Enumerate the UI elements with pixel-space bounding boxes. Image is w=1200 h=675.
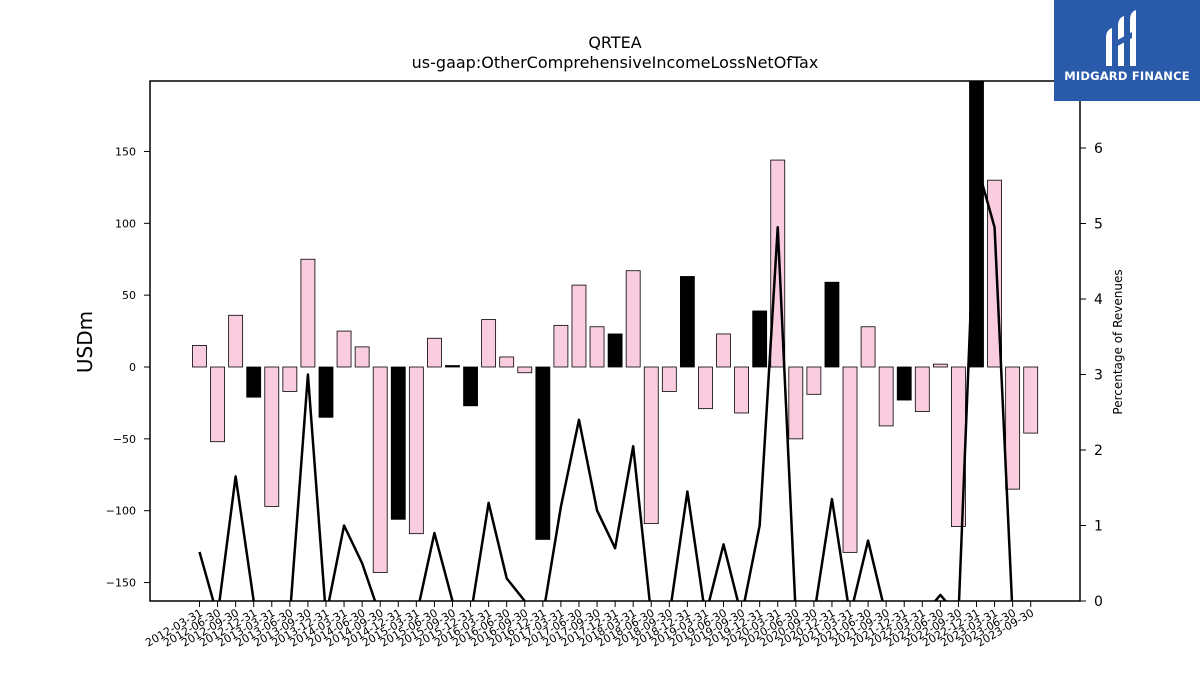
y2-tick-label: 1 bbox=[1094, 519, 1103, 535]
bar-2016-06-30 bbox=[499, 356, 515, 368]
bar-2017-06-30 bbox=[571, 284, 587, 368]
brand-logo: MIDGARD FINANCE bbox=[1054, 0, 1200, 101]
bar-2015-09-30 bbox=[445, 365, 460, 368]
bar-2013-12-31 bbox=[318, 366, 334, 418]
bar-2013-03-31 bbox=[264, 366, 280, 507]
bar-2020-06-30 bbox=[788, 366, 804, 440]
bar-2015-06-30 bbox=[427, 337, 442, 368]
bar-2017-03-31 bbox=[553, 324, 569, 368]
bar-2019-06-30 bbox=[716, 333, 731, 368]
bar-2021-09-30 bbox=[878, 366, 894, 427]
logo-text: MIDGARD FINANCE bbox=[1064, 69, 1190, 83]
bar-2014-03-31 bbox=[336, 330, 352, 368]
y2-tick-label: 4 bbox=[1094, 292, 1103, 308]
bar-2012-06-30 bbox=[210, 366, 225, 443]
bar-2022-06-30 bbox=[932, 363, 948, 368]
y-tick-label: −100 bbox=[106, 505, 136, 518]
bar-2021-03-31 bbox=[842, 366, 858, 553]
bar-2021-12-31 bbox=[896, 366, 912, 401]
bar-2022-03-31 bbox=[914, 366, 930, 412]
bar-2012-09-30 bbox=[228, 314, 244, 368]
y-tick-label: −50 bbox=[113, 433, 136, 446]
y-axis-label: USDm bbox=[73, 311, 97, 373]
x-axis-ticks: 2012-03-312012-06-302012-09-302012-12-31… bbox=[143, 601, 1036, 650]
bar-2018-03-31 bbox=[625, 270, 641, 368]
bar-2020-12-31 bbox=[824, 281, 840, 368]
bar-2012-12-31 bbox=[246, 366, 262, 398]
y2-axis-label: Percentage of Revenues bbox=[1111, 269, 1125, 414]
bar-2017-09-30 bbox=[589, 326, 605, 368]
bar-2016-09-30 bbox=[517, 366, 533, 374]
y2-tick-label: 6 bbox=[1094, 141, 1103, 157]
chart-subtitle: us-gaap:OtherComprehensiveIncomeLossNetO… bbox=[412, 53, 819, 72]
percentage-line bbox=[198, 161, 1014, 601]
bar-2017-12-31 bbox=[607, 333, 623, 368]
y-tick-label: 0 bbox=[129, 361, 136, 374]
bar-2019-03-31 bbox=[698, 366, 713, 410]
bar-2014-12-31 bbox=[390, 366, 406, 520]
y-tick-label: 150 bbox=[115, 145, 136, 158]
bar-2015-12-31 bbox=[463, 366, 478, 407]
bar-2019-09-30 bbox=[734, 366, 749, 414]
y2-tick-label: 5 bbox=[1094, 217, 1103, 233]
bar-2016-12-31 bbox=[535, 366, 551, 540]
bar-2013-06-30 bbox=[282, 366, 298, 392]
bar-2019-12-31 bbox=[752, 310, 768, 368]
bar-2020-09-30 bbox=[806, 366, 822, 395]
bar-2012-03-31 bbox=[192, 345, 207, 368]
bar-2023-06-30 bbox=[1005, 366, 1021, 490]
y-tick-label: −150 bbox=[106, 577, 136, 590]
bar-2018-09-30 bbox=[661, 366, 677, 392]
y-axis-ticks: 150 100 50 0 −50 −100 −150 bbox=[106, 145, 150, 590]
bar-2015-03-31 bbox=[408, 366, 424, 535]
chart-title: QRTEA bbox=[588, 33, 641, 52]
bar-2022-12-31 bbox=[969, 81, 984, 368]
y2-axis-ticks: 0 1 2 3 4 5 6 bbox=[1080, 141, 1103, 610]
y2-tick-label: 2 bbox=[1094, 443, 1103, 459]
plot-frame bbox=[149, 80, 1081, 602]
y-tick-label: 100 bbox=[115, 217, 136, 230]
y-tick-label: 50 bbox=[122, 289, 136, 302]
bar-2016-03-31 bbox=[481, 319, 497, 368]
bar-2014-09-30 bbox=[372, 366, 388, 573]
y2-tick-label: 0 bbox=[1094, 594, 1103, 610]
line-series bbox=[198, 161, 1014, 601]
midgard-logo-icon bbox=[1106, 10, 1136, 66]
bar-2021-06-30 bbox=[860, 326, 876, 368]
bar-2013-09-30 bbox=[300, 258, 316, 368]
bar-2018-06-30 bbox=[643, 366, 659, 525]
y2-tick-label: 3 bbox=[1094, 368, 1103, 384]
bar-2023-09-30 bbox=[1023, 366, 1039, 434]
bar-2014-06-30 bbox=[354, 346, 370, 368]
bar-series bbox=[192, 81, 1039, 573]
bar-2018-12-31 bbox=[679, 276, 695, 368]
